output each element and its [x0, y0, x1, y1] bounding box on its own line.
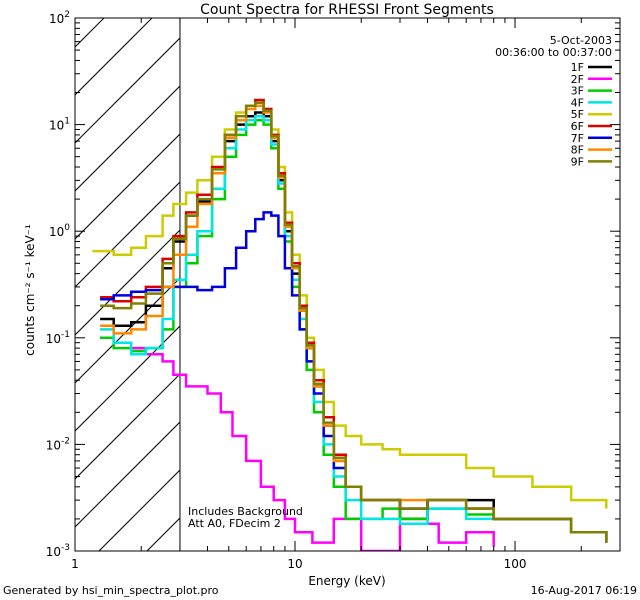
y-tick-labels: 10-3 10-2 10-1 100 101 102: [46, 10, 71, 559]
excluded-region-hatch: [75, 18, 181, 551]
x-tick-labels: 1 10 100: [71, 557, 526, 571]
x-axis-label: Energy (keV): [308, 574, 385, 588]
legend-label-5F: 5F: [571, 108, 584, 121]
footer-generated-by: Generated by hsi_min_spectra_plot.pro: [3, 584, 219, 597]
x-tick-label: 1: [71, 557, 79, 571]
legend-label-6F: 6F: [571, 120, 584, 133]
legend-label-2F: 2F: [571, 73, 584, 86]
hatch-line: [75, 18, 153, 96]
chart-title: Count Spectra for RHESSI Front Segments: [200, 2, 494, 18]
series-line-2F: [100, 336, 495, 551]
hatch-line: [75, 37, 180, 144]
hatch-line: [75, 373, 180, 480]
legend-label-7F: 7F: [571, 132, 584, 145]
plot-frame: [74, 17, 621, 552]
date-label: 5-Oct-2003: [550, 34, 612, 47]
x-tick-label: 100: [504, 557, 527, 571]
y-tick-label: 10-3: [46, 543, 70, 559]
series-line-4F: [100, 114, 608, 543]
x-tick-label: 10: [287, 557, 302, 571]
annotation-attenuator: Att A0, FDecim 2: [188, 517, 281, 530]
annotation-background: Includes Background: [188, 505, 303, 518]
y-axis-label: counts cm⁻² s⁻¹ keV⁻¹: [23, 224, 37, 356]
series-layer: [92, 98, 608, 551]
y-tick-label: 10-2: [46, 436, 70, 452]
y-tick-label: 102: [49, 10, 70, 26]
hatch-line: [75, 421, 180, 528]
hatch-line: [75, 181, 180, 288]
time-range-label: 00:36:00 to 00:37:00: [495, 46, 612, 59]
legend-label-1F: 1F: [571, 61, 584, 74]
series-line-9F: [100, 101, 608, 543]
footer-timestamp: 16-Aug-2017 06:19: [531, 584, 637, 597]
axis-ticks: [74, 17, 621, 552]
legend-label-8F: 8F: [571, 144, 584, 157]
y-tick-label: 10-1: [46, 330, 70, 346]
y-tick-label: 100: [49, 223, 70, 239]
legend-label-9F: 9F: [571, 155, 584, 168]
y-tick-label: 101: [49, 117, 70, 133]
hatch-line: [75, 229, 180, 336]
legend-label-4F: 4F: [571, 96, 584, 109]
legend-label-3F: 3F: [571, 85, 584, 98]
